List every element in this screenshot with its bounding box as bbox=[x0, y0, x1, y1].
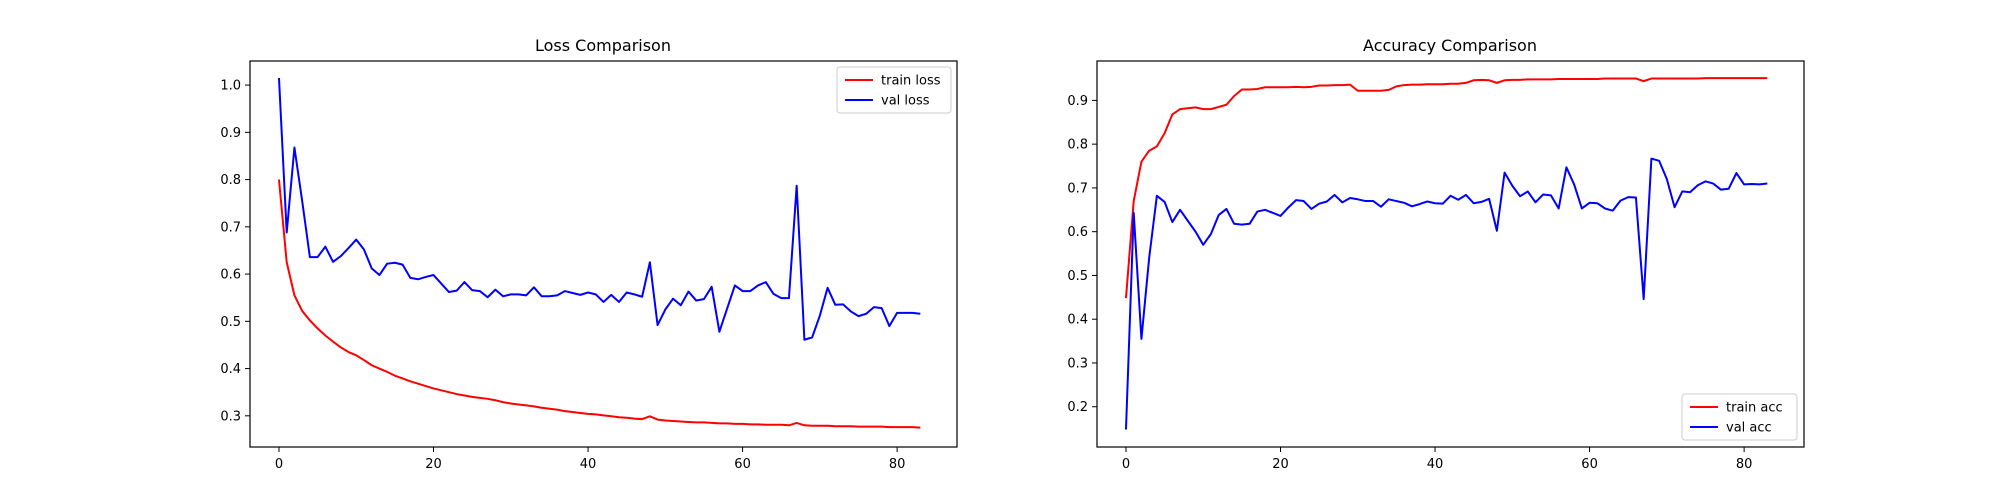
accuracy-chart-title: Accuracy Comparison bbox=[1363, 36, 1537, 55]
accuracy-y-tick-label: 0.4 bbox=[1067, 313, 1088, 328]
accuracy-series-line-val-acc bbox=[1124, 157, 1768, 430]
loss-legend-box bbox=[836, 66, 952, 114]
accuracy-comparison-axes: Accuracy Comparison 0 20 40 60 80 0.2 0.3 0.4 0.… bbox=[1067, 36, 1805, 472]
loss-legend-label: val loss bbox=[881, 94, 930, 109]
loss-series-line-val-loss bbox=[277, 77, 921, 341]
accuracy-x-tick-label: 20 bbox=[1272, 457, 1289, 472]
loss-legend: train loss val loss bbox=[836, 66, 952, 114]
accuracy-x-tick-label: 80 bbox=[1736, 457, 1753, 472]
loss-y-tick-label: 0.3 bbox=[220, 409, 241, 424]
loss-comparison-axes: Loss Comparison 0 20 40 60 80 0.3 0.4 0.5 0.6 0.7… bbox=[220, 36, 958, 472]
loss-y-tick-label: 0.7 bbox=[220, 220, 241, 235]
loss-x-tick-label: 40 bbox=[580, 457, 597, 472]
loss-y-tick-label: 1.0 bbox=[220, 79, 241, 94]
accuracy-plot-area: 0 20 40 60 80 0.2 0.3 0.4 0.5 0.6 0.7 0.8 0.9 train a… bbox=[1067, 60, 1805, 472]
loss-x-tick-label: 60 bbox=[734, 457, 751, 472]
loss-legend-label: train loss bbox=[881, 74, 941, 89]
accuracy-y-tick-label: 0.8 bbox=[1067, 138, 1088, 153]
loss-x-tick-label: 80 bbox=[889, 457, 906, 472]
accuracy-y-tick-label: 0.5 bbox=[1067, 269, 1088, 284]
accuracy-x-tick-label: 60 bbox=[1581, 457, 1598, 472]
accuracy-y-tick-label: 0.6 bbox=[1067, 225, 1088, 240]
loss-y-tick-label: 0.4 bbox=[220, 362, 241, 377]
accuracy-legend-label: val acc bbox=[1726, 421, 1772, 436]
accuracy-legend-box bbox=[1681, 393, 1798, 441]
accuracy-y-tick-label: 0.2 bbox=[1067, 400, 1088, 415]
accuracy-series-line-train-acc bbox=[1124, 77, 1768, 299]
accuracy-x-tick-label: 0 bbox=[1122, 457, 1130, 472]
accuracy-y-tick-label: 0.7 bbox=[1067, 181, 1088, 196]
loss-y-tick-label: 0.8 bbox=[220, 173, 241, 188]
loss-y-tick-label: 0.6 bbox=[220, 268, 241, 283]
loss-y-tick-label: 0.5 bbox=[220, 315, 241, 330]
loss-chart-title: Loss Comparison bbox=[535, 36, 671, 55]
loss-series-line-train-loss bbox=[277, 179, 921, 429]
accuracy-x-tick-label: 40 bbox=[1427, 457, 1444, 472]
loss-axes-frame bbox=[249, 60, 958, 448]
accuracy-legend-label: train acc bbox=[1726, 401, 1783, 416]
accuracy-y-tick-label: 0.9 bbox=[1067, 94, 1088, 109]
loss-x-tick-label: 0 bbox=[275, 457, 283, 472]
loss-y-tick-label: 0.9 bbox=[220, 126, 241, 141]
loss-plot-area: 0 20 40 60 80 0.3 0.4 0.5 0.6 0.7 0.8 0.9 1.0 train l… bbox=[220, 60, 958, 472]
accuracy-y-tick-label: 0.3 bbox=[1067, 356, 1088, 371]
loss-x-tick-label: 20 bbox=[425, 457, 442, 472]
accuracy-axes-frame bbox=[1096, 60, 1805, 448]
accuracy-legend: train acc val acc bbox=[1681, 393, 1798, 441]
